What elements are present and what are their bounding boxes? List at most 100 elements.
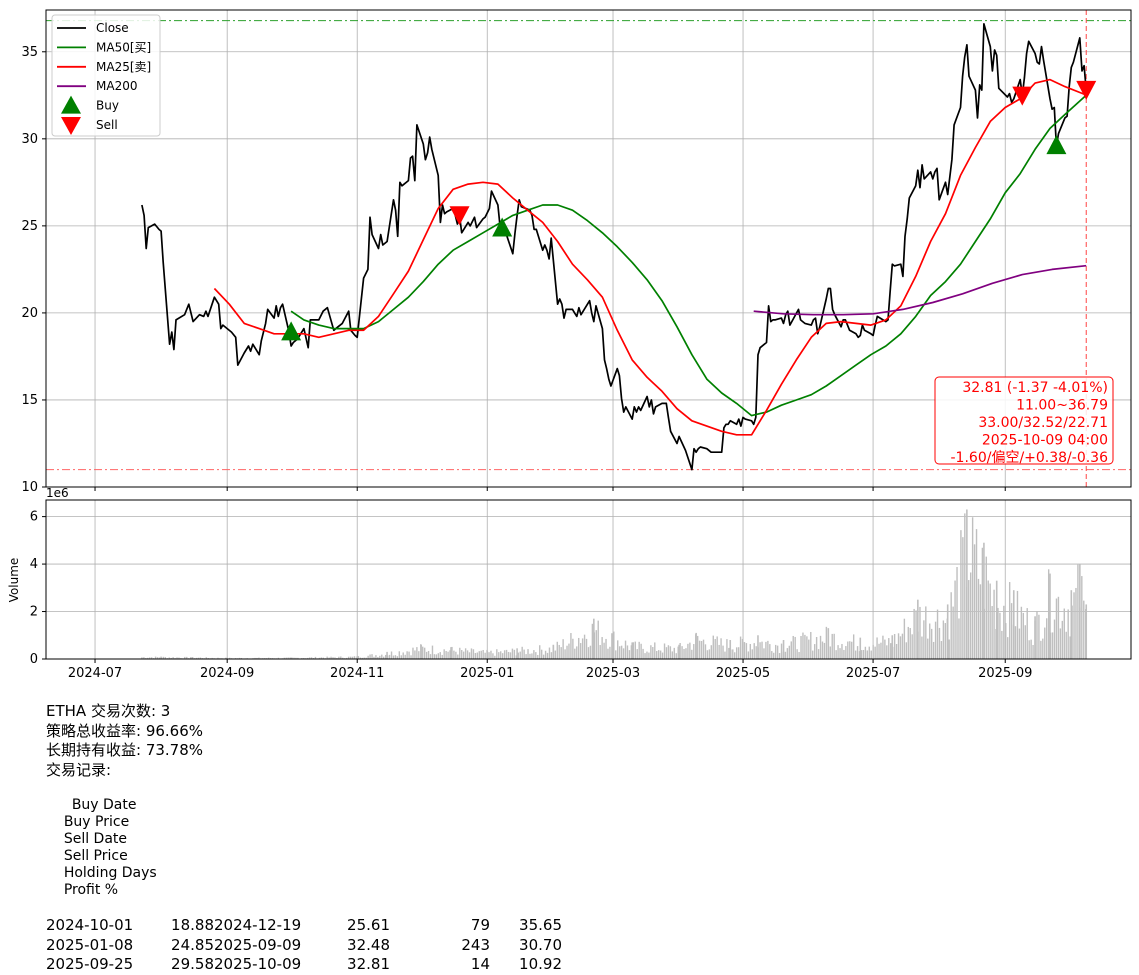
x-tick-label: 2025-05 <box>716 666 770 681</box>
volume-bar <box>440 652 441 659</box>
volume-bar <box>853 634 854 659</box>
volume-bar <box>986 557 987 659</box>
volume-bar <box>486 651 488 659</box>
volume-bar <box>1040 641 1041 659</box>
volume-bar <box>972 517 973 659</box>
volume-bar <box>1034 616 1036 659</box>
volume-bar <box>913 609 914 659</box>
volume-bar <box>767 641 768 659</box>
volume-bar <box>1001 631 1002 659</box>
volume-bar <box>958 618 959 659</box>
header-profit: Profit % <box>64 882 118 899</box>
volume-bar <box>894 634 895 659</box>
volume-bar <box>777 646 778 659</box>
legend-label: Buy <box>96 99 119 113</box>
volume-bar <box>911 634 912 659</box>
volume-bar <box>521 647 522 659</box>
volume-bar <box>802 633 803 659</box>
volume-y-tick-label: 0 <box>30 652 38 667</box>
volume-bar <box>989 584 990 659</box>
volume-bar <box>769 644 770 659</box>
volume-bar <box>843 650 844 659</box>
volume-bar <box>729 640 731 659</box>
volume-bar <box>978 579 979 659</box>
volume-bar <box>640 644 641 659</box>
backtest-summary: ETHA 交易次数: 3 策略总收益率: 96.66% 长期持有收益: 73.7… <box>46 702 203 780</box>
price-y-tick-label: 30 <box>21 132 38 147</box>
volume-bar <box>716 636 717 659</box>
volume-bar <box>789 646 790 659</box>
volume-bar <box>531 653 532 659</box>
trade-count-text: ETHA 交易次数: 3 <box>46 702 203 722</box>
volume-bar <box>473 649 474 659</box>
trade-records-table: Buy Date Buy Price Sell Date Sell Price … <box>46 780 562 975</box>
volume-bar <box>880 643 881 659</box>
volume-bar <box>929 623 930 659</box>
volume-bar <box>566 646 567 659</box>
volume-bar <box>408 652 409 659</box>
volume-bar <box>884 640 885 659</box>
price-y-tick-label: 25 <box>21 219 38 234</box>
volume-bar <box>527 649 528 659</box>
volume-bar <box>919 607 920 659</box>
volume-bar <box>490 651 491 659</box>
volume-bar <box>783 640 785 659</box>
volume-bar <box>1049 574 1051 659</box>
volume-bar <box>553 645 555 659</box>
volume-bar <box>541 650 542 659</box>
volume-bar <box>847 642 848 659</box>
volume-bar <box>937 610 938 659</box>
volume-bar <box>403 652 404 659</box>
header-holding-days: Holding Days <box>64 865 157 882</box>
x-tick-label: 2025-07 <box>846 666 900 681</box>
volume-bar <box>925 606 926 659</box>
volume-bar <box>1028 640 1029 659</box>
volume-bar <box>927 639 928 659</box>
volume-bar <box>596 630 597 659</box>
price-y-tick-label: 10 <box>21 480 38 495</box>
volume-bar <box>578 638 579 659</box>
volume-bar <box>759 642 760 659</box>
volume-bar <box>1011 603 1012 659</box>
volume-bar <box>442 655 443 659</box>
volume-bar <box>418 651 419 659</box>
volume-bar <box>1054 620 1055 659</box>
trade-cell: 24.85 <box>142 936 214 956</box>
volume-bar <box>564 649 565 659</box>
volume-bar <box>631 642 633 659</box>
volume-bar <box>755 646 756 659</box>
volume-bar <box>709 649 710 659</box>
volume-bar <box>399 651 400 659</box>
volume-bar <box>1083 601 1084 659</box>
volume-bar <box>654 642 655 659</box>
volume-y-tick-label: 4 <box>30 557 38 572</box>
volume-bar <box>798 652 799 659</box>
volume-bar <box>1032 645 1033 659</box>
volume-bar <box>738 647 739 659</box>
volume-bar <box>950 592 951 659</box>
volume-bar <box>385 655 386 659</box>
volume-bar <box>557 642 558 659</box>
volume-bar <box>545 651 546 659</box>
buy-hold-return-text: 长期持有收益: 73.78% <box>46 741 203 761</box>
volume-bar <box>954 581 955 659</box>
volume-bar <box>525 654 526 659</box>
volume-bar <box>687 644 688 659</box>
volume-bar <box>422 647 423 659</box>
volume-bar <box>393 656 394 659</box>
volume-bar <box>1062 621 1063 659</box>
volume-bar <box>736 647 737 659</box>
volume-bar <box>896 644 897 659</box>
volume-bar <box>535 652 536 659</box>
volume-bar <box>863 650 864 659</box>
volume-bar <box>1036 611 1037 659</box>
legend-label: Sell <box>96 118 118 132</box>
volume-bar <box>562 639 563 659</box>
volume-bar <box>923 620 924 659</box>
volume-bar <box>921 637 922 659</box>
volume-bar <box>711 645 712 659</box>
volume-bar <box>983 543 985 659</box>
volume-bar <box>529 654 530 659</box>
trade-cell: 14 <box>390 955 490 975</box>
